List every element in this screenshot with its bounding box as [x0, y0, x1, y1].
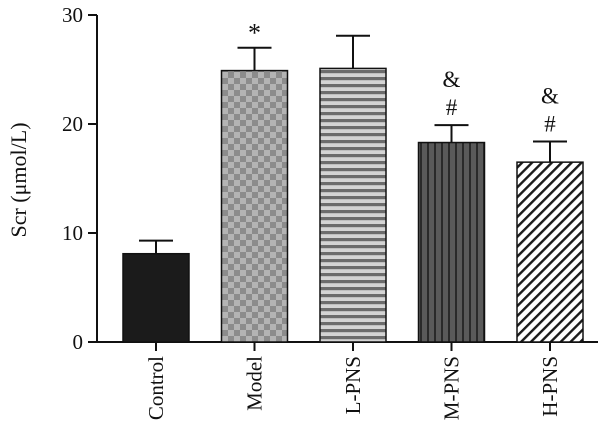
y-tick-label: 0 [73, 330, 84, 354]
significance-mark: # [446, 95, 458, 120]
significance-mark: * [248, 19, 261, 48]
significance-mark: & [443, 67, 461, 92]
bar-m-pns [417, 141, 486, 343]
x-tick-label-m-pns: M-PNS [440, 356, 464, 420]
bar-model [220, 69, 289, 343]
bars [122, 67, 584, 343]
x-tick-label-l-pns: L-PNS [341, 356, 365, 414]
y-tick-label: 30 [62, 3, 83, 27]
y-axis: 0 10 20 30 [62, 3, 98, 354]
y-axis-label: Scr (μmol/L) [6, 122, 31, 237]
significance-mark: & [541, 83, 559, 108]
bar-h-pns [516, 161, 584, 343]
x-tick-label-h-pns: H-PNS [538, 356, 562, 417]
x-axis: Control Model L-PNS M-PNS H-PNS [97, 341, 598, 420]
bar-l-pns [319, 67, 387, 343]
x-tick-label-control: Control [144, 356, 168, 420]
y-tick-label: 10 [62, 221, 83, 245]
y-tick-label: 20 [62, 112, 83, 136]
x-tick-label-model: Model [243, 356, 267, 411]
significance-marks: * & # & # [248, 19, 559, 137]
bar-control [122, 252, 190, 343]
error-bars [139, 34, 567, 254]
significance-mark: # [544, 111, 556, 136]
